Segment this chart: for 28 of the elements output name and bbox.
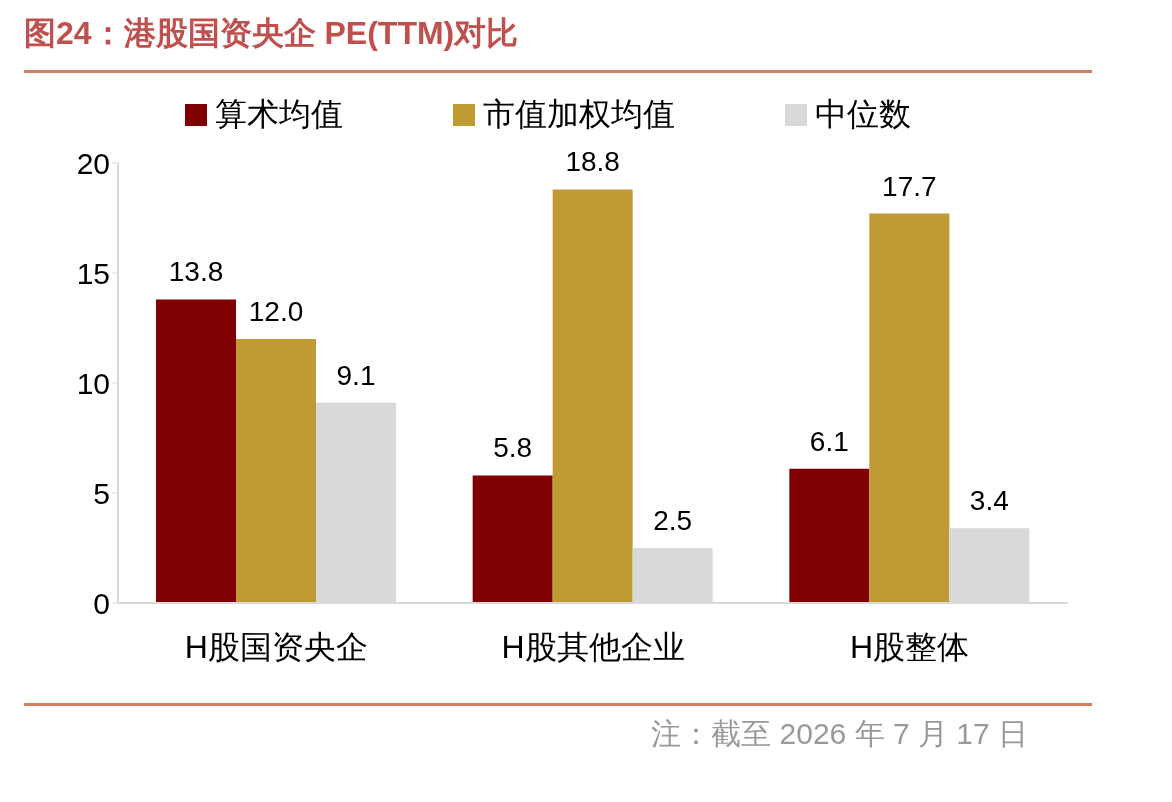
- data-label: 12.0: [248, 296, 304, 327]
- bar: [552, 189, 633, 603]
- data-label: 9.1: [336, 359, 376, 391]
- data-label: 3.4: [969, 485, 1009, 517]
- y-tick-label: 5: [93, 476, 110, 510]
- legend-label: 中位数: [815, 95, 911, 134]
- bar: [236, 339, 316, 603]
- bar: [789, 468, 870, 603]
- data-label: 13.8: [168, 256, 224, 288]
- data-label: 2.5: [653, 505, 693, 536]
- bar: [869, 213, 950, 603]
- bar: [156, 299, 236, 603]
- data-label: 6.1: [809, 425, 849, 457]
- bar: [472, 475, 553, 603]
- legend-label: 市值加权均值: [483, 95, 675, 134]
- data-label: 17.7: [882, 170, 937, 202]
- x-tick-label: H股其他企业: [501, 628, 685, 665]
- y-tick-label: 0: [93, 586, 110, 620]
- y-tick-label: 15: [76, 256, 110, 290]
- x-tick-label: H股整体: [850, 628, 970, 665]
- y-tick-label: 10: [76, 366, 110, 400]
- legend-label: 算术均值: [215, 95, 343, 134]
- text: 注：截至 2026 年 7 月 17 日: [650, 716, 1028, 752]
- x-tick-label: H股国资央企: [184, 628, 368, 665]
- data-label: 5.8: [493, 432, 533, 464]
- chart-title: 图24：港股国资央企 PE(TTM)对比: [23, 14, 520, 53]
- y-tick-label: 20: [76, 146, 110, 180]
- data-label: 18.8: [565, 146, 620, 178]
